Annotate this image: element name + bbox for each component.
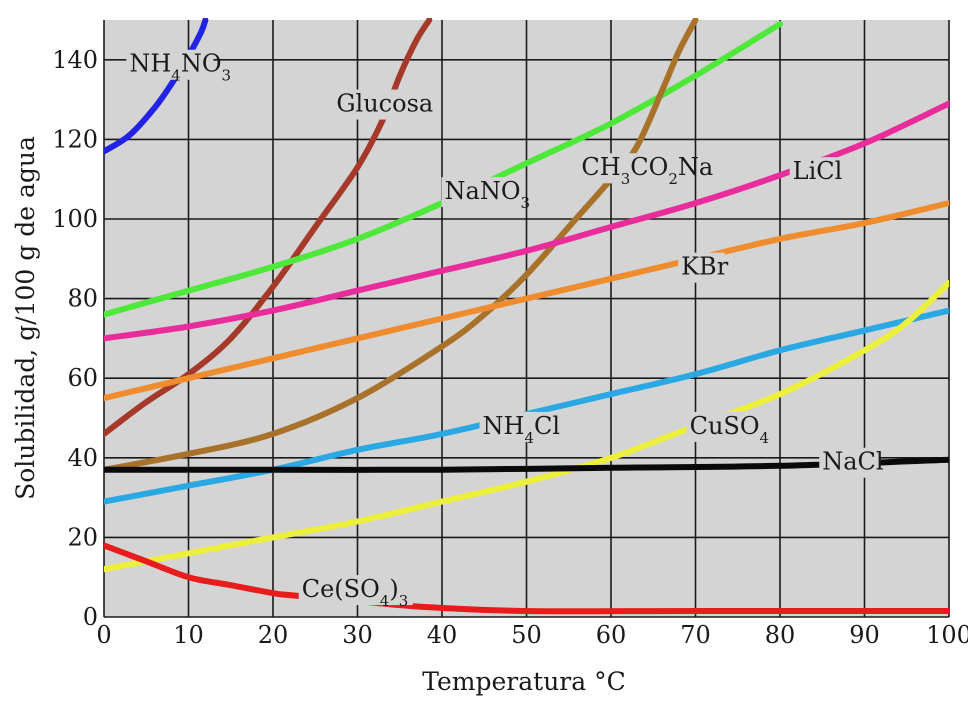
x-tick-label: 20 (258, 621, 289, 649)
series-label-nacl: NaCl (822, 448, 883, 476)
x-tick-label: 40 (427, 621, 458, 649)
series-line-nh4no3 (104, 18, 209, 155)
x-tick-label: 80 (765, 621, 796, 649)
y-tick-label: 60 (67, 364, 98, 392)
series-label-licl: LiCl (793, 157, 843, 185)
y-tick-label: 20 (67, 523, 98, 551)
series-label-bg-ch3co2na (578, 153, 693, 184)
series-label-bg-nano3 (441, 177, 516, 208)
series-label-nh4cl: NH4Cl (483, 412, 561, 447)
x-tick-label: 30 (342, 621, 373, 649)
y-tick-label: 100 (52, 205, 98, 233)
series-label-bg-cuso4 (686, 411, 761, 442)
series-label-ce-so4-3: Ce(SO4)3 (302, 575, 409, 610)
x-tick-label: 50 (511, 621, 542, 649)
x-tick-labels: 0 10 20 30 40 50 60 70 80 90 100 (96, 621, 968, 649)
series-label-bg-glucosa (333, 89, 434, 120)
y-tick-labels: 0 20 40 60 80 100 120 140 (52, 46, 98, 631)
y-tick-label: 80 (67, 285, 98, 313)
y-tick-label: 140 (52, 46, 98, 74)
x-tick-label: 100 (926, 621, 968, 649)
x-tick-label: 10 (173, 621, 204, 649)
series-label-glucosa: Glucosa (336, 90, 433, 118)
series-labels: NH4NO3 Glucosa NaNO3 CH3CO2Na LiCl KBr NH4Cl Cu… (126, 49, 884, 610)
series-label-nano3: NaNO3 (445, 177, 531, 212)
x-tick-label: 90 (849, 621, 880, 649)
series-label-bg-nh4cl (479, 411, 554, 442)
series-line-cuso4 (104, 279, 949, 573)
series-label-ch3co2na: CH3CO2Na (581, 153, 713, 188)
x-tick-label: 70 (680, 621, 711, 649)
series-line-ch3co2na (104, 18, 699, 473)
x-axis-label: Temperatura °C (422, 667, 625, 696)
series-line-kbr (104, 200, 949, 402)
y-tick-label: 120 (52, 125, 98, 153)
y-tick-label: 40 (67, 444, 98, 472)
x-tick-label: 60 (596, 621, 627, 649)
series-label-kbr: KBr (681, 253, 729, 281)
series-label-bg-licl (789, 157, 850, 188)
x-tick-label: 0 (96, 621, 111, 649)
series-label-bg-ce-so4-3 (298, 575, 413, 606)
y-tick-label: 0 (83, 603, 98, 631)
series-label-nh4no3: NH4NO3 (129, 50, 231, 85)
series-label-bg-nacl (819, 447, 880, 478)
vertical-gridlines (103, 20, 950, 617)
series-line-nacl (104, 456, 949, 473)
series-lines (104, 18, 949, 615)
series-label-cuso4: CuSO4 (690, 412, 769, 447)
series-label-bg-kbr (678, 252, 725, 283)
series-label-bg-nh4no3 (126, 49, 214, 80)
y-axis-label: Solubilidad, g/100 g de agua (11, 136, 40, 500)
